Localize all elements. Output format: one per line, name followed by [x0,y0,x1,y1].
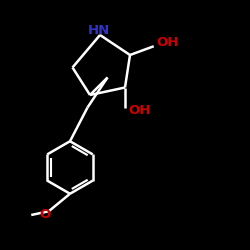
Text: HN: HN [88,24,110,36]
Text: OH: OH [156,36,179,49]
Text: O: O [39,208,50,222]
Text: OH: OH [129,104,151,117]
